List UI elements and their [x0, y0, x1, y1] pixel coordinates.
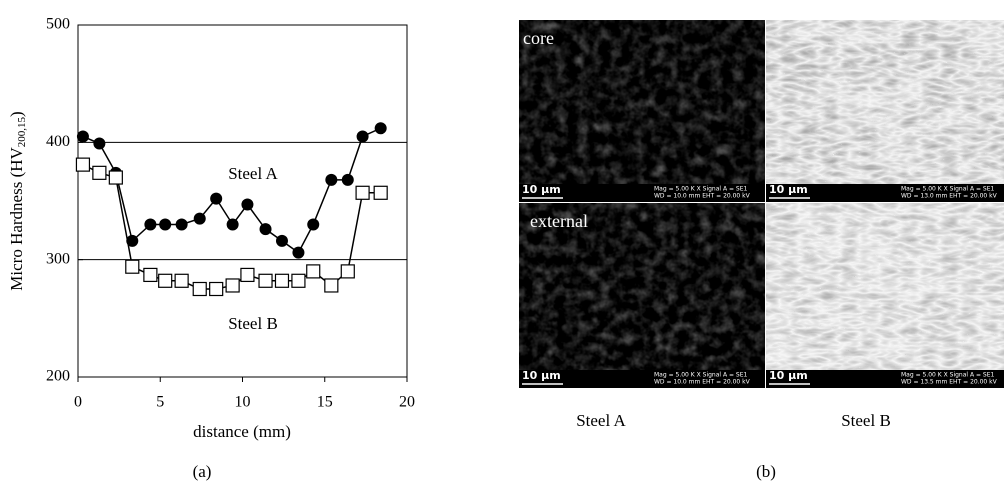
- point: [292, 246, 305, 259]
- panel-label: (b): [756, 462, 776, 481]
- scale-text: 10 µm: [522, 183, 561, 196]
- point: [306, 264, 321, 279]
- sem-info: WD = 13.5 mm EHT = 20.00 kV: [901, 379, 998, 386]
- sem-texture: [519, 20, 765, 202]
- point: [193, 212, 206, 225]
- point: [340, 264, 355, 279]
- sem-info: WD = 10.0 mm EHT = 20.00 kV: [654, 379, 751, 386]
- point: [209, 281, 224, 297]
- y-tick-label: 300: [46, 250, 70, 267]
- column-label: Steel A: [576, 411, 626, 430]
- point: [274, 273, 290, 288]
- point: [356, 130, 369, 143]
- sem-texture: [766, 20, 1004, 202]
- point: [341, 173, 354, 186]
- point: [143, 267, 158, 283]
- info-bar: [519, 184, 765, 202]
- sem-info: Mag = 5.00 K X Signal A = SE1: [901, 372, 995, 379]
- series-label: Steel A: [228, 164, 278, 183]
- point: [374, 122, 387, 135]
- sem-info: Mag = 5.00 K X Signal A = SE1: [654, 186, 748, 193]
- point: [158, 273, 173, 288]
- point: [75, 157, 91, 172]
- info-bar: [766, 184, 1004, 202]
- y-label-main: Micro Hardness (HV: [7, 146, 26, 290]
- point: [210, 192, 223, 205]
- sem-info: Mag = 5.00 K X Signal A = SE1: [901, 186, 995, 193]
- point: [258, 273, 273, 288]
- point: [126, 234, 139, 247]
- x-tick-label: 5: [156, 394, 164, 411]
- series-label: Steel B: [228, 314, 278, 333]
- row-label: external: [530, 211, 588, 231]
- sem-info: WD = 10.0 mm EHT = 20.00 kV: [654, 193, 751, 200]
- point: [241, 198, 254, 211]
- point: [259, 223, 272, 236]
- scale-text: 10 µm: [769, 183, 808, 196]
- point: [325, 173, 338, 186]
- x-axis-label: distance (mm): [193, 422, 291, 441]
- row-label: core: [523, 28, 554, 48]
- point: [324, 278, 339, 293]
- y-tick-label: 200: [46, 368, 70, 385]
- y-tick-label: 400: [46, 133, 70, 150]
- scale-text: 10 µm: [522, 369, 561, 382]
- info-bar: [519, 370, 765, 388]
- point: [192, 281, 207, 297]
- x-tick-label: 15: [317, 394, 333, 411]
- point: [159, 218, 172, 231]
- sem-info: WD = 13.0 mm EHT = 20.00 kV: [901, 193, 998, 200]
- y-label-sub: 200,15: [16, 116, 28, 147]
- point: [291, 273, 306, 288]
- y-axis-label: Micro Hardness (HV200,15): [7, 111, 28, 290]
- point: [93, 137, 106, 150]
- series-line: [82, 127, 381, 254]
- point: [125, 259, 140, 274]
- point: [76, 130, 89, 143]
- panel-label: (a): [193, 462, 212, 481]
- point: [108, 170, 123, 185]
- x-tick-label: 0: [74, 394, 82, 411]
- column-label: Steel B: [841, 411, 891, 430]
- point: [355, 185, 370, 200]
- point: [225, 278, 240, 293]
- point: [174, 273, 189, 288]
- point: [175, 218, 188, 231]
- y-tick-label: 500: [46, 16, 70, 33]
- x-tick-label: 20: [399, 394, 415, 411]
- point: [373, 185, 388, 200]
- scale-text: 10 µm: [769, 369, 808, 382]
- plot-frame: [77, 24, 408, 378]
- point: [275, 234, 288, 247]
- info-bar: [766, 370, 1004, 388]
- point: [240, 267, 255, 283]
- y-label-end: ): [7, 111, 26, 117]
- point: [92, 165, 107, 180]
- point: [144, 218, 157, 231]
- sem-texture: [519, 203, 765, 388]
- sem-info: Mag = 5.00 K X Signal A = SE1: [654, 372, 748, 379]
- x-tick-label: 10: [235, 394, 251, 411]
- point: [226, 218, 239, 231]
- point: [307, 218, 320, 231]
- sem-texture: [766, 203, 1004, 388]
